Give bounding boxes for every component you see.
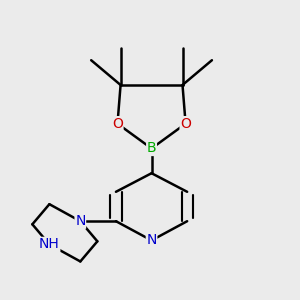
Text: N: N [75, 214, 85, 228]
Text: B: B [147, 142, 156, 155]
Text: O: O [180, 117, 191, 131]
Text: NH: NH [39, 237, 60, 251]
Text: N: N [146, 233, 157, 248]
Text: O: O [112, 117, 123, 131]
